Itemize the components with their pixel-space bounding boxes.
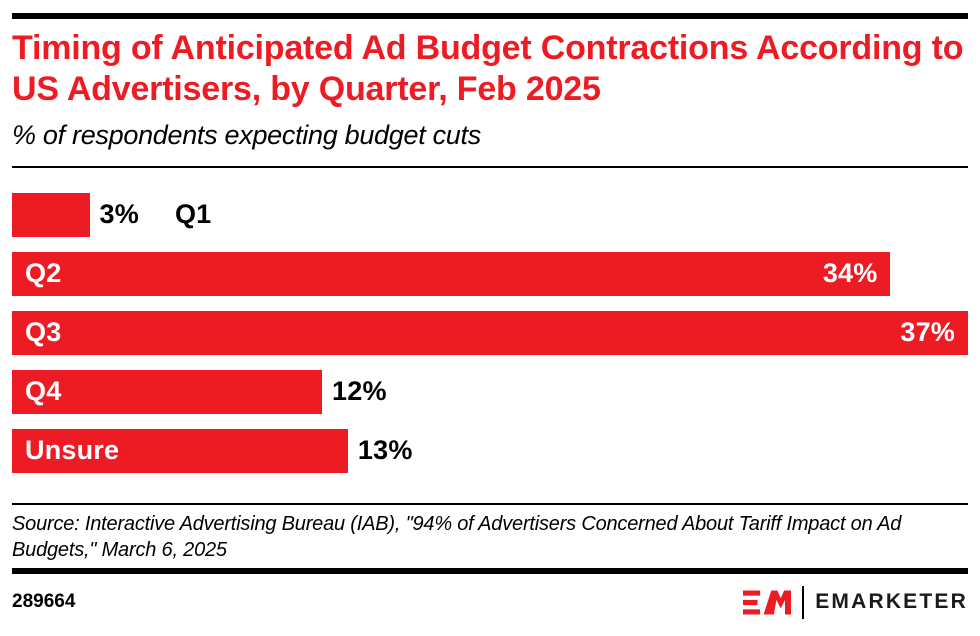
bar-row-q3: Q3 37%	[12, 310, 968, 355]
footer: 289664 EMARKETER	[12, 585, 968, 619]
bar-unsure: Unsure	[12, 428, 348, 473]
bar-value-label: 12%	[332, 376, 387, 407]
bar-category-label: Q2	[25, 258, 62, 289]
bar-chart: 3% Q1 Q2 34% Q3 37% Q4 12% Unsure 13%	[12, 192, 968, 473]
bar-category-label: Q3	[25, 317, 62, 348]
bar-category-label: Unsure	[25, 435, 120, 466]
bar-row-q1: 3% Q1	[12, 192, 968, 237]
source-note: Source: Interactive Advertising Bureau (…	[12, 512, 902, 561]
bar-row-q2: Q2 34%	[12, 251, 968, 296]
bar-q2: Q2 34%	[12, 251, 891, 296]
chart-id: 289664	[12, 591, 76, 613]
bar-value-label: 13%	[357, 435, 413, 466]
subtitle-divider	[12, 165, 968, 168]
bar-q4: Q4	[12, 369, 323, 414]
brand-lockup: EMARKETER	[742, 585, 968, 619]
bar-value-label: 34%	[822, 258, 878, 289]
source-divider	[12, 502, 968, 505]
bar-value-label: 37%	[900, 317, 955, 348]
chart-title: Timing of Anticipated Ad Budget Contract…	[12, 29, 964, 108]
bar-q3: Q3 37%	[12, 310, 968, 355]
bar-value-label: 3%	[99, 199, 139, 230]
top-rule	[12, 13, 968, 19]
bar-category-label: Q1	[174, 199, 212, 230]
brand-name: EMARKETER	[815, 590, 968, 614]
emarketer-logo-icon	[742, 590, 791, 615]
bar-q1	[12, 192, 90, 237]
bar-category-label: Q4	[25, 376, 62, 407]
bottom-rule	[12, 567, 968, 574]
chart-subtitle: % of respondents expecting budget cuts	[12, 119, 481, 150]
brand-divider	[801, 585, 805, 619]
bar-row-unsure: Unsure 13%	[12, 428, 968, 473]
bar-row-q4: Q4 12%	[12, 369, 968, 414]
